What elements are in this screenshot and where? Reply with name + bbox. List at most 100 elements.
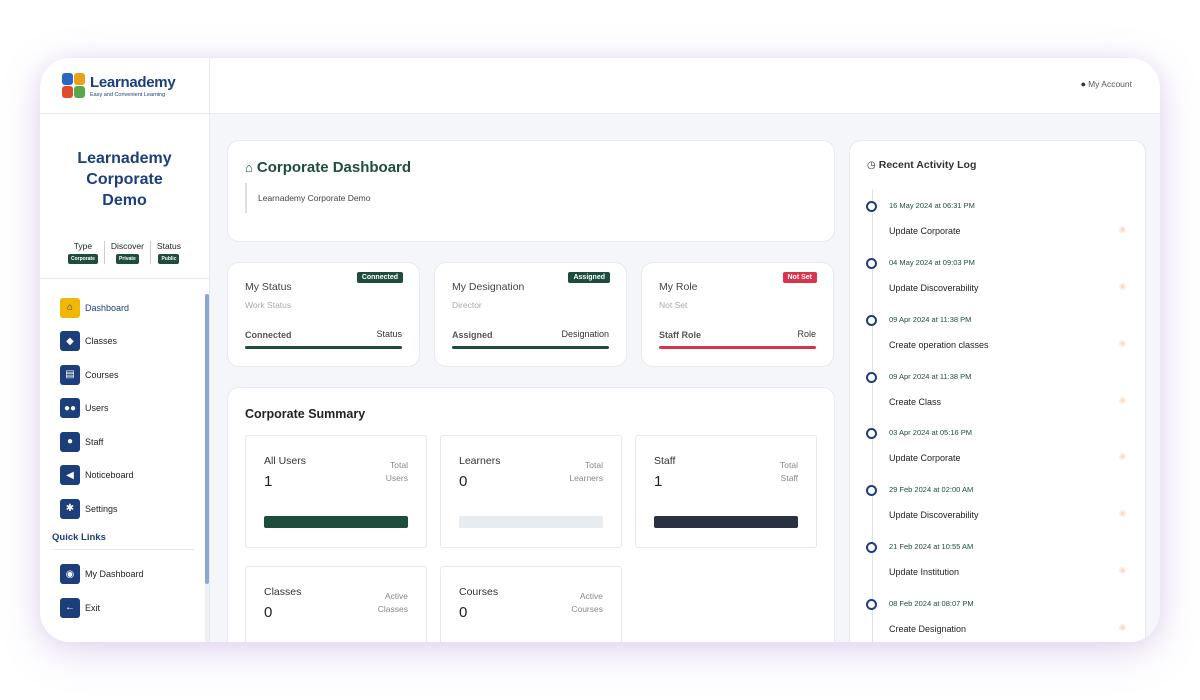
my-account-link[interactable]: ● My Account (1081, 79, 1132, 89)
timeline-dot-icon (866, 485, 877, 496)
timeline-dot-icon (866, 542, 877, 553)
my-designation-card: My Designation Director Assigned Assigne… (434, 262, 627, 367)
type-badge: Corporate (67, 254, 98, 264)
logo[interactable]: Learnademy Easy and Convenient Learning (40, 58, 209, 114)
tile-value: 0 (459, 473, 468, 490)
page-title-text: Corporate Dashboard (256, 159, 412, 176)
timeline-dot-icon (866, 201, 877, 212)
activity-entry: 09 Apr 2024 at 11:38 PM Create operation… (866, 313, 1136, 370)
activity-date: 03 Apr 2024 at 05:16 PM (889, 428, 972, 437)
top-bar: ● My Account (210, 58, 1160, 114)
activity-marker-icon (1119, 624, 1126, 631)
sidebar-scrollbar-thumb[interactable] (205, 294, 209, 584)
stat-subtitle: Not Set (659, 300, 688, 310)
stat-title: My Role (659, 281, 698, 293)
tile-value: 0 (264, 604, 273, 621)
organization-title-line: Corporate (86, 171, 163, 188)
organization-title-line: Learnademy (77, 150, 172, 167)
book-icon: ▤ (60, 364, 80, 385)
activity-action: Update Corporate (889, 453, 961, 463)
tile-label: Active Courses (571, 591, 603, 614)
stat-subtitle: Director (452, 300, 482, 310)
users-icon: ●● (60, 398, 80, 419)
designation-badge: Assigned (568, 272, 610, 283)
timeline-dot-icon (866, 315, 877, 326)
tile-name: Courses (459, 586, 499, 598)
meta-status: Status Public (151, 241, 187, 264)
activity-action: Update Corporate (889, 226, 961, 236)
activity-marker-icon (1119, 510, 1126, 517)
quick-links-heading: Quick Links (52, 532, 194, 550)
megaphone-icon: ◀ (60, 465, 80, 486)
sidebar-item-courses[interactable]: ▤ Courses (40, 358, 209, 392)
meta-label: Discover (110, 241, 144, 251)
stat-title: My Status (245, 281, 292, 293)
activity-marker-icon (1119, 340, 1126, 347)
activity-action: Update Discoverability (889, 283, 979, 293)
sidebar-item-my-dashboard[interactable]: ◉ My Dashboard (40, 558, 209, 592)
activity-entry: 21 Feb 2024 at 10:55 AM Update Instituti… (866, 540, 1136, 597)
page-subtitle: Learnademy Corporate Demo (245, 183, 381, 213)
sidebar-item-label: Users (85, 403, 109, 414)
user-icon: ● (60, 431, 80, 452)
activity-marker-icon (1119, 453, 1126, 460)
sidebar-item-staff[interactable]: ● Staff (40, 425, 209, 459)
meta-label: Type (73, 241, 93, 251)
sidebar-item-users[interactable]: ●● Users (40, 392, 209, 426)
summary-tile-learners: Learners 0 Total Learners (440, 435, 622, 548)
page-title: ⌂ Corporate Dashboard (245, 159, 411, 176)
recent-activity-card: ◷ Recent Activity Log 16 May 2024 at 06:… (849, 140, 1146, 642)
activity-marker-icon (1119, 397, 1126, 404)
sidebar-item-label: Classes (85, 336, 118, 347)
my-role-card: My Role Not Set Not Set Staff Role Role (641, 262, 834, 367)
activity-date: 09 Apr 2024 at 11:38 PM (889, 315, 972, 324)
activity-marker-icon (1119, 283, 1126, 290)
activity-date: 29 Feb 2024 at 02:00 AM (889, 485, 974, 494)
meta-discover: Discover Private (105, 241, 151, 264)
stat-value: Connected (245, 330, 292, 340)
sidebar-item-label: My Dashboard (85, 569, 144, 580)
stat-progress-bar (245, 346, 402, 349)
organization-meta: Type Corporate Discover Private Status P… (40, 241, 209, 264)
sidebar-item-label: Dashboard (85, 302, 130, 313)
activity-date: 16 May 2024 at 06:31 PM (889, 201, 975, 210)
stat-label: Designation (561, 329, 609, 339)
sidebar: Learnademy Easy and Convenient Learning … (40, 58, 210, 642)
graduation-cap-icon: ◆ (60, 331, 80, 352)
user-icon: ● (1080, 79, 1087, 89)
timeline-dot-icon (866, 428, 877, 439)
tile-name: Staff (654, 455, 676, 467)
activity-action: Create Class (889, 397, 942, 407)
activity-entry: 08 Feb 2024 at 08:07 PM Create Designati… (866, 597, 1136, 642)
home-icon: ⌂ (60, 297, 80, 318)
tile-name: Learners (459, 455, 501, 467)
tile-bar (264, 516, 408, 528)
corporate-summary-card: Corporate Summary All Users 1 Total Users… (227, 387, 835, 642)
sidebar-item-noticeboard[interactable]: ◀ Noticeboard (40, 459, 209, 493)
discover-badge: Private (116, 254, 139, 264)
sidebar-item-exit[interactable]: ← Exit (40, 591, 209, 625)
sidebar-item-label: Settings (85, 503, 118, 514)
activity-action: Update Institution (889, 567, 960, 577)
timeline-dot-icon (866, 258, 877, 269)
activity-marker-icon (1119, 226, 1126, 233)
sidebar-nav: ⌂ Dashboard ◆ Classes ▤ Courses ●● Users… (40, 291, 209, 625)
app-window: Learnademy Easy and Convenient Learning … (40, 58, 1160, 642)
home-icon: ⌂ (245, 160, 253, 175)
tile-name: Classes (264, 586, 302, 598)
tile-name: All Users (264, 455, 307, 467)
meta-label: Status (156, 241, 182, 251)
activity-date: 04 May 2024 at 09:03 PM (889, 258, 975, 267)
activity-title: ◷ Recent Activity Log (867, 159, 976, 171)
activity-date: 09 Apr 2024 at 11:38 PM (889, 372, 972, 381)
clock-icon: ◷ (867, 159, 876, 171)
tile-label: Total Staff (780, 460, 798, 483)
sidebar-item-settings[interactable]: ✱ Settings (40, 492, 209, 526)
sidebar-item-dashboard[interactable]: ⌂ Dashboard (40, 291, 209, 325)
timeline-dot-icon (866, 372, 877, 383)
stat-label: Role (797, 329, 816, 339)
sidebar-item-classes[interactable]: ◆ Classes (40, 325, 209, 359)
my-status-card: My Status Work Status Connected Connecte… (227, 262, 420, 367)
activity-entry: 04 May 2024 at 09:03 PM Update Discovera… (866, 256, 1136, 313)
summary-tile-staff: Staff 1 Total Staff (635, 435, 817, 548)
